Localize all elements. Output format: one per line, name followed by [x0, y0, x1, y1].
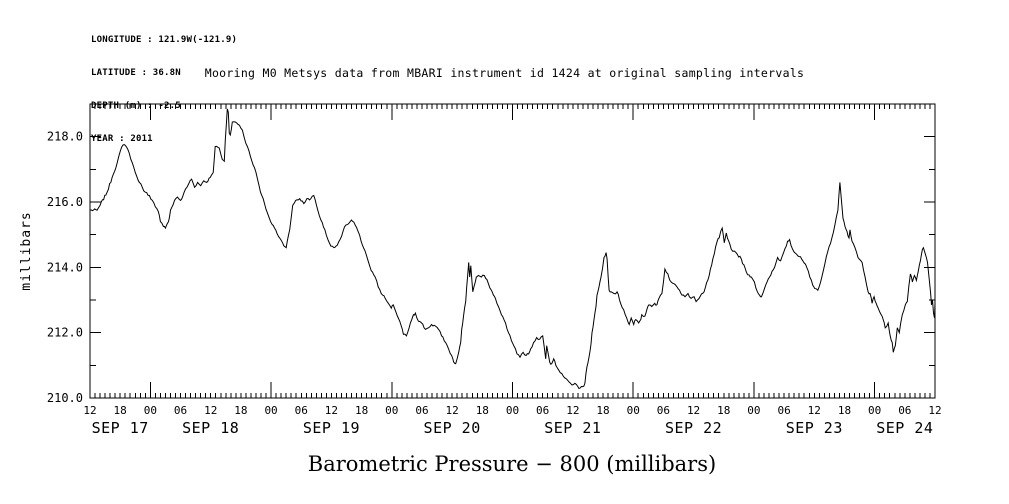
- x-tick-label: 12: [566, 404, 579, 417]
- x-tick-label: 18: [234, 404, 247, 417]
- y-tick-label: 210.0: [47, 391, 83, 405]
- x-tick-label: 06: [295, 404, 308, 417]
- x-tick-label: 06: [777, 404, 790, 417]
- y-tick-label: 216.0: [47, 195, 83, 209]
- x-tick-label: 00: [868, 404, 881, 417]
- y-tick-label: 212.0: [47, 326, 83, 340]
- x-tick-label: 12: [83, 404, 96, 417]
- chart-title: Mooring M0 Metsys data from MBARI instru…: [204, 66, 805, 80]
- date-label: SEP 24: [876, 419, 933, 437]
- pressure-line: [89, 108, 936, 389]
- x-tick-label: 18: [114, 404, 127, 417]
- date-label: SEP 23: [786, 419, 843, 437]
- date-label: SEP 22: [665, 419, 722, 437]
- x-tick-label: 00: [747, 404, 760, 417]
- metadata-latitude: LATITUDE : 36.8N: [91, 68, 181, 78]
- x-tick-label: 06: [898, 404, 911, 417]
- date-label: SEP 18: [182, 419, 239, 437]
- metadata-year: YEAR : 2011: [91, 134, 153, 144]
- date-label: SEP 21: [544, 419, 601, 437]
- x-tick-label: 00: [627, 404, 640, 417]
- x-tick-label: 12: [446, 404, 459, 417]
- x-tick-label: 18: [476, 404, 489, 417]
- x-tick-label: 00: [506, 404, 519, 417]
- x-tick-label: 06: [174, 404, 187, 417]
- x-tick-label: 18: [838, 404, 851, 417]
- x-tick-label: 18: [717, 404, 730, 417]
- date-label: SEP 20: [424, 419, 481, 437]
- x-tick-label: 12: [204, 404, 217, 417]
- y-tick-label: 214.0: [47, 260, 83, 274]
- x-axis-title: Barometric Pressure − 800 (millibars): [307, 452, 717, 476]
- x-tick-label: 06: [657, 404, 670, 417]
- x-tick-label: 06: [415, 404, 428, 417]
- x-tick-label: 18: [596, 404, 609, 417]
- x-tick-label: 18: [355, 404, 368, 417]
- date-label: SEP 19: [303, 419, 360, 437]
- x-tick-label: 00: [264, 404, 277, 417]
- date-label: SEP 17: [92, 419, 149, 437]
- x-tick-label: 12: [325, 404, 338, 417]
- x-tick-label: 06: [536, 404, 549, 417]
- x-tick-label: 12: [687, 404, 700, 417]
- y-tick-label: 218.0: [47, 130, 83, 144]
- metadata-longitude: LONGITUDE : 121.9W(-121.9): [91, 35, 238, 45]
- plot-frame: [89, 103, 936, 399]
- x-tick-label: 12: [928, 404, 941, 417]
- x-tick-label: 12: [808, 404, 821, 417]
- x-tick-label: 00: [144, 404, 157, 417]
- y-axis-label: millibars: [19, 211, 34, 290]
- x-tick-label: 00: [385, 404, 398, 417]
